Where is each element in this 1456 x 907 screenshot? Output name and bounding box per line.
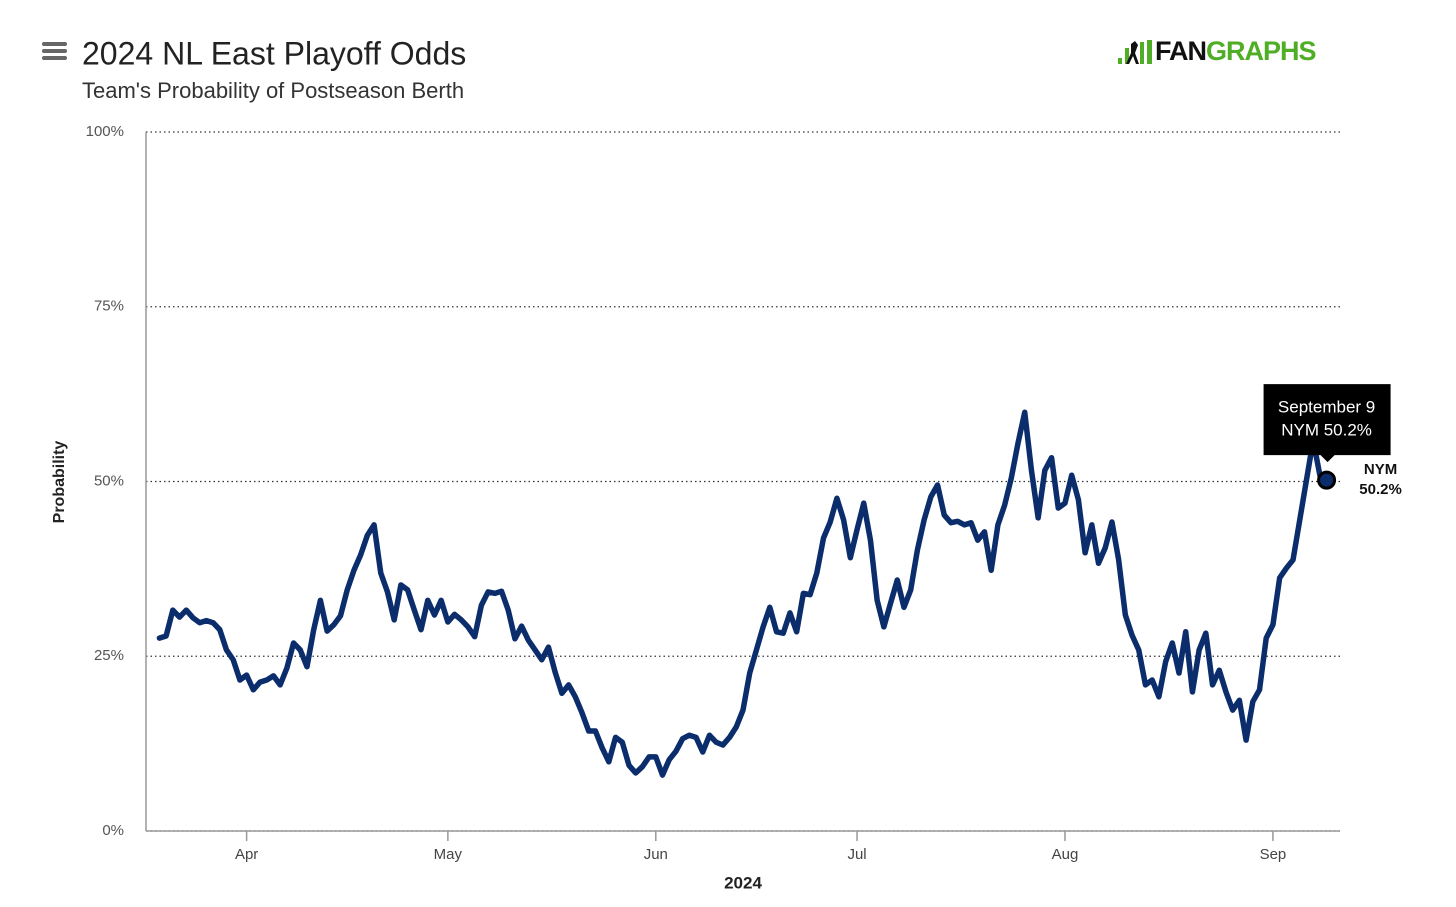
y-tick-label: 0% (102, 822, 124, 839)
series-end-name: NYM (1364, 461, 1397, 478)
menu-bar[interactable] (42, 42, 67, 46)
x-tick-label: Jun (644, 846, 668, 863)
logo-bar (1125, 48, 1129, 64)
series-line (156, 409, 1330, 778)
menu-icon[interactable] (42, 42, 67, 60)
x-tick-label: May (434, 846, 463, 863)
chart-title: 2024 NL East Playoff Odds (82, 35, 466, 71)
logo-bar (1140, 42, 1144, 64)
y-tick-label: 100% (86, 123, 124, 140)
x-axis-label: 2024 (724, 873, 762, 892)
x-tick-label: Aug (1052, 846, 1079, 863)
y-tick-label: 75% (94, 298, 124, 315)
y-tick-label: 25% (94, 647, 124, 664)
menu-bar[interactable] (42, 56, 67, 60)
tooltip-text: September 9 (1278, 398, 1375, 417)
chart-subtitle: Team's Probability of Postseason Berth (82, 78, 464, 103)
x-tick-label: Sep (1260, 846, 1287, 863)
logo-bar (1118, 58, 1122, 64)
logo-dark: FAN (1155, 36, 1206, 66)
logo-text: FANGRAPHS (1155, 36, 1316, 66)
tooltip-box (1263, 384, 1391, 463)
data-label: 50.2% (1359, 481, 1402, 498)
logo-figure (1126, 41, 1139, 64)
y-axis-label: Probability (51, 441, 68, 524)
logo-green: GRAPHS (1206, 36, 1316, 66)
menu-bar[interactable] (42, 49, 67, 53)
tooltip-text: NYM 50.2% (1281, 421, 1372, 440)
y-tick-label: 50% (94, 472, 124, 489)
logo: FANGRAPHS (1118, 36, 1317, 66)
tooltip: September 9 NYM 50.2% (1263, 384, 1391, 463)
x-tick-label: Jul (847, 846, 866, 863)
point-marker (1317, 470, 1337, 490)
logo-bar (1147, 40, 1152, 64)
x-tick-label: Apr (235, 846, 258, 863)
